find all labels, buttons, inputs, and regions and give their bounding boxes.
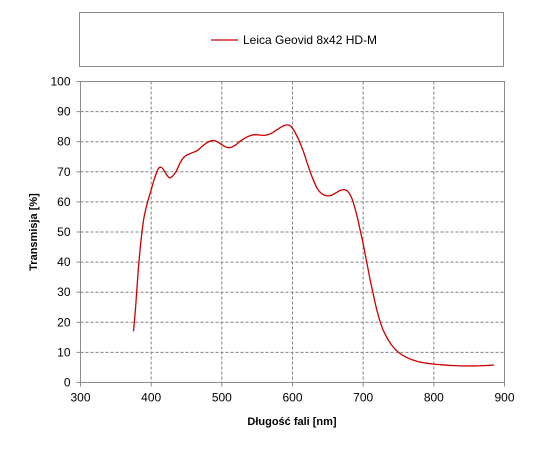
y-tick-label-80: 80 bbox=[57, 135, 71, 149]
y-axis-title: Transmisja [%] bbox=[28, 193, 40, 271]
x-tick-label-800: 800 bbox=[424, 391, 444, 405]
x-tick-label-700: 700 bbox=[353, 391, 373, 405]
gridlines bbox=[80, 81, 505, 383]
x-axis-title: Długość fali [nm] bbox=[247, 416, 337, 428]
x-tick-label-300: 300 bbox=[70, 391, 90, 405]
series-group bbox=[132, 124, 495, 367]
y-tick-label-50: 50 bbox=[57, 225, 71, 239]
y-tick-label-30: 30 bbox=[57, 285, 71, 299]
x-tick-label-900: 900 bbox=[494, 391, 514, 405]
x-axis-ticks: 300 400 500 600 700 800 900 bbox=[70, 382, 515, 405]
legend-label: Leica Geovid 8x42 HD-M bbox=[243, 33, 377, 47]
y-tick-label-0: 0 bbox=[64, 376, 71, 390]
y-tick-label-100: 100 bbox=[50, 75, 70, 89]
y-tick-label-20: 20 bbox=[57, 315, 71, 329]
y-tick-label-70: 70 bbox=[57, 165, 71, 179]
y-tick-label-40: 40 bbox=[57, 255, 71, 269]
legend-box bbox=[79, 12, 504, 67]
series-line-0 bbox=[132, 124, 495, 367]
y-tick-label-60: 60 bbox=[57, 195, 71, 209]
y-axis-ticks: 0 10 20 30 40 50 60 70 80 90 100 bbox=[50, 75, 81, 390]
y-tick-label-10: 10 bbox=[57, 345, 71, 359]
x-tick-label-500: 500 bbox=[212, 391, 232, 405]
x-tick-label-400: 400 bbox=[141, 391, 161, 405]
x-tick-label-600: 600 bbox=[282, 391, 302, 405]
y-tick-label-90: 90 bbox=[57, 105, 71, 119]
